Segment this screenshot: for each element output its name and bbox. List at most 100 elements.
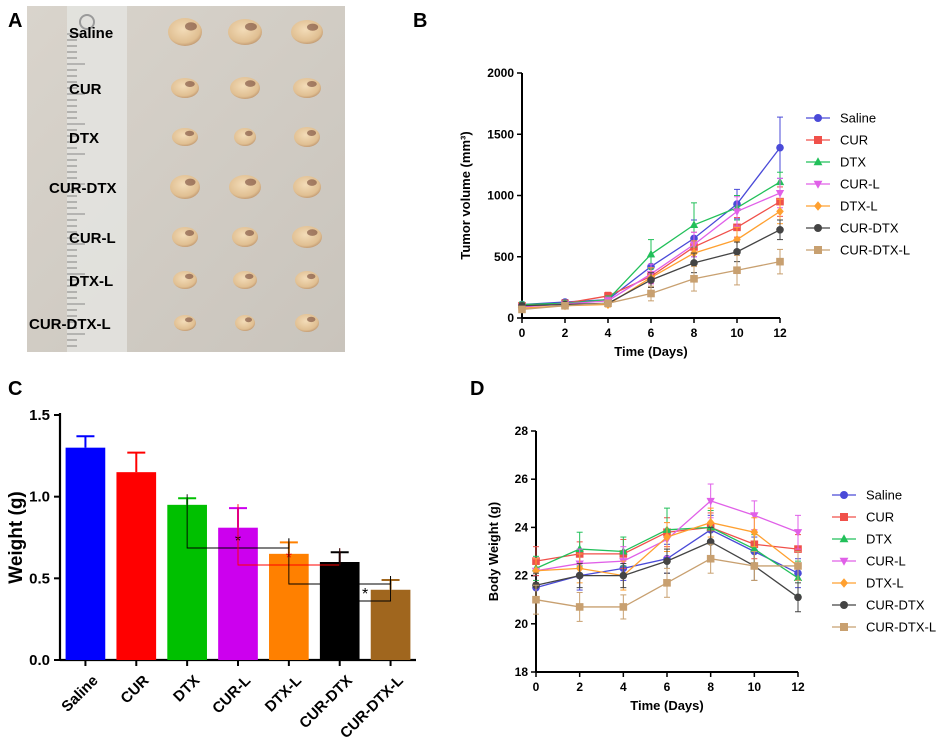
- photo-row-label: CUR-L: [69, 230, 116, 247]
- y-tick-label: 500: [494, 250, 514, 264]
- y-tick-label: 28: [515, 424, 529, 438]
- tumor-sample: [235, 315, 255, 331]
- legend-item: CUR: [806, 133, 868, 148]
- tumor-dark-spot: [245, 317, 252, 323]
- tumor-sample: [171, 78, 199, 98]
- significance-bracket: *: [339, 548, 392, 603]
- legend-marker: [814, 246, 822, 254]
- data-point: [733, 248, 741, 256]
- tumor-sample: [295, 314, 319, 332]
- photo-row-label: DTX: [69, 130, 99, 147]
- panel-label-a: A: [8, 10, 23, 32]
- tumor-sample: [294, 127, 320, 147]
- data-point: [750, 544, 759, 553]
- panel-label-d: D: [470, 378, 485, 400]
- data-point: [518, 305, 526, 314]
- y-tick-label: 20: [515, 617, 529, 631]
- photo-row-label: CUR: [69, 81, 102, 98]
- data-point: [575, 571, 584, 580]
- data-point: [663, 532, 671, 542]
- legend-label: CUR-DTX-L: [866, 620, 936, 635]
- tumor-sample: [172, 227, 198, 247]
- legend-item: CUR-DTX-L: [832, 620, 936, 635]
- legend-marker: [840, 491, 848, 499]
- data-point: [690, 259, 698, 267]
- data-point: [619, 603, 628, 611]
- legend-marker: [839, 534, 849, 543]
- x-tick-label: 2: [562, 326, 569, 340]
- tumor-sample: [229, 175, 261, 199]
- photo-row-label: CUR-DTX: [49, 180, 117, 197]
- y-tick-label: 22: [515, 569, 529, 583]
- data-point: [604, 299, 612, 308]
- legend-item: CUR-L: [806, 177, 880, 192]
- photo-row-label: CUR-DTX-L: [29, 316, 111, 333]
- tumor-dark-spot: [307, 81, 317, 87]
- legend-item: CUR: [832, 510, 894, 525]
- legend-label: CUR-DTX: [866, 598, 925, 613]
- tumor-sample: [293, 176, 321, 198]
- x-tick-label: Saline: [58, 672, 101, 715]
- panel-label-b: B: [413, 10, 428, 32]
- y-tick-label: 0: [507, 311, 514, 325]
- x-tick-label: 4: [605, 326, 612, 340]
- data-point: [690, 275, 698, 283]
- tumor-dark-spot: [307, 179, 317, 186]
- ruler-hole: [79, 14, 95, 30]
- data-point: [706, 554, 715, 563]
- x-tick-label: 12: [773, 326, 787, 340]
- data-point: [776, 257, 784, 266]
- x-tick-label: 10: [730, 326, 744, 340]
- data-point: [706, 538, 715, 546]
- panel-label-c: C: [8, 378, 23, 400]
- tumor-dark-spot: [185, 178, 196, 186]
- data-point: [663, 557, 671, 565]
- tumor-sample: [291, 20, 323, 44]
- y-tick-label: 1.5: [29, 407, 50, 424]
- tumor-sample: [172, 128, 198, 146]
- x-tick-label: 0: [533, 680, 540, 694]
- tumor-dark-spot: [185, 22, 197, 31]
- photo-row-label: Saline: [69, 25, 113, 42]
- legend-marker: [840, 513, 848, 521]
- series-cur-dtx-l: [518, 248, 784, 314]
- data-point: [706, 518, 715, 528]
- tumor-sample: [234, 128, 256, 146]
- data-point: [750, 562, 759, 570]
- photo-row-label: DTX-L: [69, 273, 113, 290]
- data-point: [732, 208, 742, 216]
- legend-label: CUR: [840, 133, 868, 148]
- x-tick-label: DTX-L: [262, 672, 305, 715]
- legend-label: DTX-L: [840, 199, 878, 214]
- data-point: [776, 226, 784, 234]
- data-point: [663, 579, 671, 587]
- tumor-dark-spot: [307, 130, 317, 136]
- tumor-dark-spot: [245, 130, 253, 137]
- x-tick-label: CUR: [117, 672, 152, 707]
- x-tick-label: DTX: [170, 672, 203, 705]
- legend-label: Saline: [840, 111, 876, 126]
- legend-item: CUR-DTX-L: [806, 243, 910, 258]
- data-point: [689, 220, 699, 228]
- data-point: [532, 595, 540, 604]
- y-tick-label: 24: [515, 520, 529, 534]
- y-axis-title: Body Weight (g): [486, 502, 501, 601]
- legend-marker: [839, 557, 849, 566]
- data-point: [561, 301, 569, 310]
- y-axis-title: Weight (g): [6, 491, 27, 584]
- legend-item: DTX-L: [832, 576, 904, 591]
- x-tick-label: 6: [664, 680, 671, 694]
- data-point: [794, 593, 802, 602]
- tumor-sample: [292, 226, 322, 248]
- legend-item: DTX: [832, 532, 892, 547]
- tumor-dark-spot: [185, 130, 195, 137]
- legend-marker: [813, 157, 823, 166]
- data-point: [647, 289, 655, 298]
- x-axis-title: Time (Days): [614, 344, 687, 359]
- tumor-dark-spot: [185, 317, 193, 323]
- y-tick-label: 1.0: [29, 489, 50, 506]
- legend-marker: [814, 114, 822, 122]
- tumor-dark-spot: [307, 273, 316, 280]
- legend-label: DTX: [840, 155, 866, 170]
- x-tick-label: 4: [620, 680, 627, 694]
